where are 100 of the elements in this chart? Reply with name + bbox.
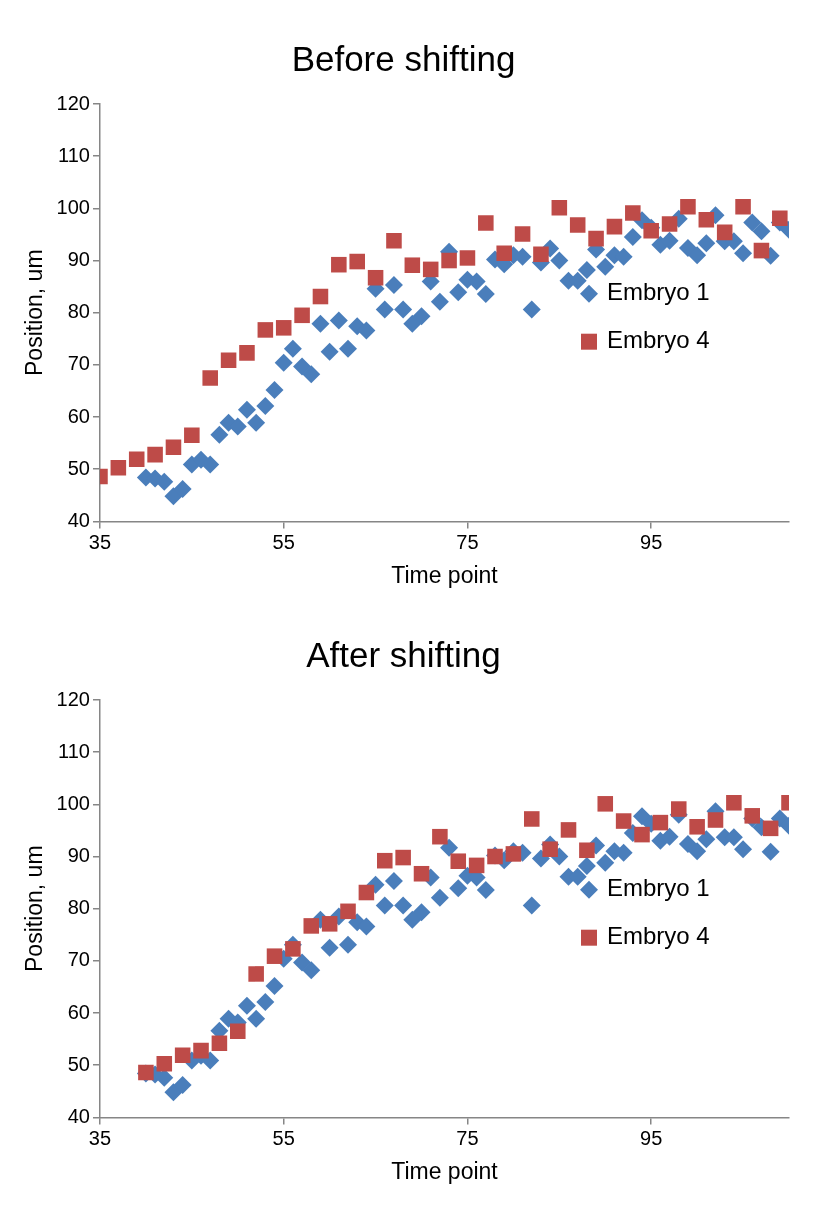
x-tick-label: 95 (640, 1126, 663, 1149)
point (551, 200, 568, 216)
point (395, 849, 411, 866)
point (432, 828, 448, 845)
point (110, 459, 127, 476)
point (386, 232, 402, 249)
y-tick-label: 50 (67, 1052, 90, 1075)
point (615, 813, 632, 829)
point (735, 199, 751, 215)
point (661, 216, 678, 232)
y-tick-label: 110 (58, 739, 90, 762)
y-tick-label: 100 (56, 195, 90, 218)
point (505, 846, 522, 862)
point (321, 916, 338, 932)
point (367, 269, 384, 286)
point (174, 1047, 191, 1064)
point (312, 288, 329, 305)
point (459, 250, 476, 266)
x-tick-label: 75 (456, 530, 479, 553)
x-axis-title: Time point (391, 1157, 499, 1184)
y-tick-label: 110 (58, 143, 90, 166)
point (266, 948, 283, 964)
point (772, 210, 788, 227)
point (404, 257, 421, 273)
point (762, 820, 779, 837)
y-tick-label: 90 (67, 248, 90, 271)
point (128, 451, 145, 468)
legend-label: Embryo 4 (607, 326, 710, 354)
point (230, 1023, 246, 1040)
y-tick-label: 70 (67, 352, 90, 375)
point (606, 218, 623, 235)
chart-title: After shifting (306, 634, 501, 674)
y-tick-label: 60 (67, 1000, 90, 1023)
point (689, 819, 705, 835)
point (165, 439, 182, 456)
y-tick-label: 120 (56, 91, 90, 114)
x-tick-label: 35 (88, 1126, 112, 1149)
point (376, 852, 393, 869)
y-tick-label: 60 (67, 404, 90, 427)
point (726, 795, 742, 811)
point (303, 918, 320, 934)
point (625, 205, 641, 221)
x-tick-label: 55 (272, 1126, 295, 1149)
point (643, 223, 659, 239)
point (716, 224, 733, 241)
x-axis-title: Time point (391, 561, 499, 588)
x-tick-label: 75 (456, 1126, 479, 1149)
point (285, 941, 301, 957)
point (349, 253, 365, 270)
point (670, 801, 687, 817)
y-tick-label: 80 (67, 896, 90, 919)
y-axis-title: Position, um (21, 845, 48, 972)
point (753, 242, 770, 259)
x-tick-label: 95 (640, 530, 663, 553)
point (496, 245, 512, 261)
point (680, 199, 696, 215)
point (523, 811, 540, 827)
point (744, 808, 761, 824)
point (468, 857, 485, 874)
point (478, 215, 494, 231)
point (275, 320, 292, 336)
point (450, 853, 467, 869)
point (413, 865, 430, 882)
x-tick-label: 35 (88, 530, 112, 553)
point (257, 322, 274, 338)
y-axis-title: Position, um (21, 249, 48, 376)
point (698, 212, 715, 228)
point (193, 1042, 209, 1059)
legend-label: Embryo 1 (607, 278, 710, 306)
point (560, 822, 577, 838)
point (220, 352, 237, 368)
point (340, 903, 356, 920)
point (147, 446, 163, 463)
y-tick-label: 80 (67, 300, 90, 323)
point (533, 246, 549, 263)
y-tick-label: 90 (67, 844, 90, 867)
point (184, 427, 200, 444)
point (542, 841, 558, 857)
point (514, 226, 531, 242)
point (202, 370, 218, 386)
chart-title: Before shifting (291, 38, 516, 78)
point (579, 842, 595, 859)
y-tick-label: 70 (67, 948, 90, 971)
y-tick-label: 40 (67, 1104, 90, 1127)
point (422, 261, 439, 278)
point (652, 814, 669, 831)
point (358, 884, 375, 901)
point (634, 826, 650, 843)
point (248, 966, 264, 982)
point (331, 256, 347, 273)
y-tick-label: 50 (67, 456, 90, 479)
legend-label: Embryo 4 (607, 922, 710, 950)
point (239, 345, 255, 361)
y-tick-label: 40 (67, 508, 90, 531)
x-tick-label: 55 (272, 530, 295, 553)
point (156, 1055, 173, 1072)
point (597, 796, 614, 812)
y-tick-label: 100 (56, 791, 90, 814)
point (441, 252, 457, 269)
point (211, 1035, 228, 1052)
